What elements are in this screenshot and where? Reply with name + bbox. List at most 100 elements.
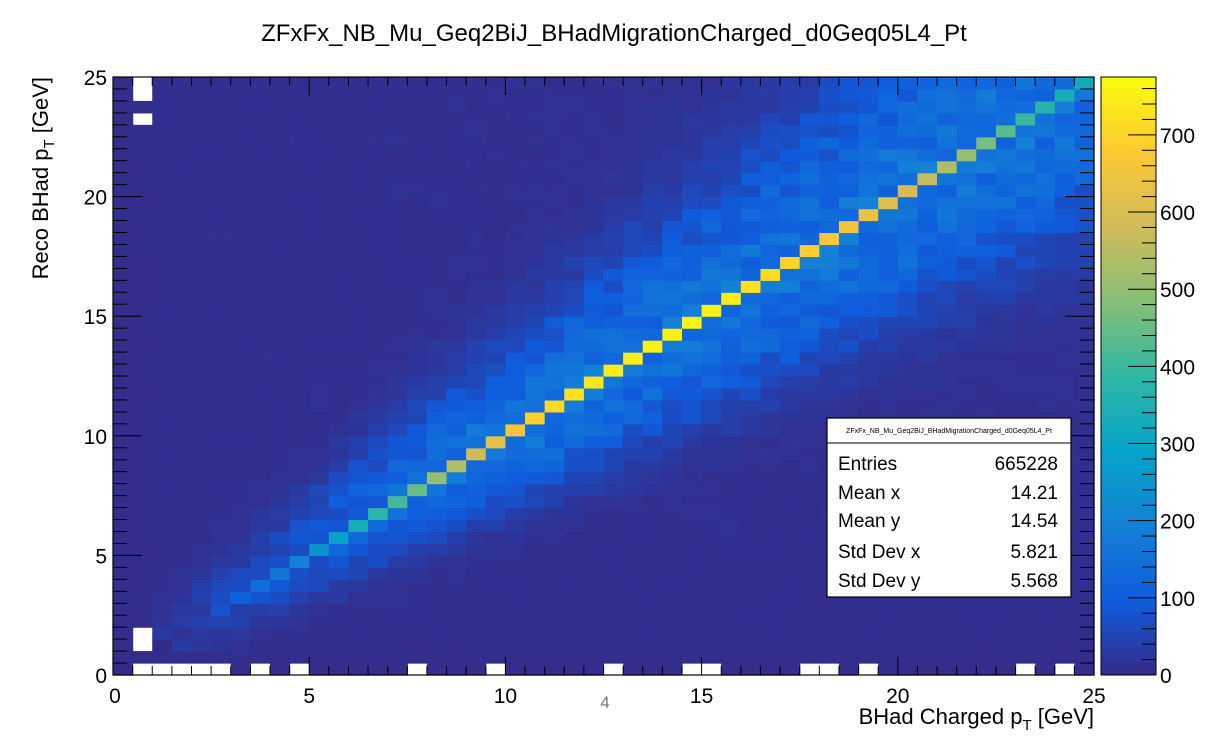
heatmap-cell [446,77,467,90]
heatmap-cell [171,292,193,305]
heatmap-cell [819,136,840,150]
heatmap-cell [721,112,742,126]
heatmap-cell [466,364,487,377]
heatmap-cell [269,627,291,640]
palette-swatch [1101,191,1156,195]
heatmap-cell [642,268,663,281]
palette-swatch [1101,295,1156,298]
heatmap-cell [760,435,781,449]
heatmap-cell [426,316,448,329]
heatmap-cell [348,328,369,341]
heatmap-cell [368,531,389,545]
heatmap-cell [564,459,585,473]
palette-swatch [1101,431,1156,434]
heatmap-cell [544,627,565,640]
heatmap-cell [662,124,683,138]
heatmap-cell [387,399,408,413]
heatmap-cell [191,555,212,568]
heatmap-cell [1074,136,1095,150]
palette-swatch [1101,367,1156,371]
palette-swatch [1101,177,1156,181]
palette-swatch [1101,130,1156,134]
heatmap-cell [760,124,781,138]
heatmap-cell [348,639,369,652]
heatmap-cell [603,387,624,401]
heatmap-cell [113,268,134,281]
palette-swatch [1101,492,1156,495]
palette-swatch [1101,644,1156,648]
palette-swatch [1101,428,1156,432]
heatmap-cell [838,639,860,652]
heatmap-cell [525,172,546,186]
heatmap-cell [525,591,546,604]
heatmap-cell [309,531,330,545]
heatmap-cell [642,256,663,269]
heatmap-cell [191,435,212,449]
heatmap-cell [760,507,781,521]
palette-swatch [1101,245,1156,249]
heatmap-cell [426,112,448,126]
heatmap-cell [289,435,310,449]
heatmap-cell [681,160,703,174]
heatmap-cell [368,495,389,509]
heatmap-cell [1035,112,1056,126]
heatmap-cell [780,555,801,568]
heatmap-cell [309,435,330,449]
heatmap-cell [1074,459,1095,473]
heatmap-cell [780,352,801,365]
heatmap-cell [858,292,879,305]
heatmap-cell [642,376,663,389]
heatmap-cell [995,280,1017,293]
heatmap-cell [583,292,605,305]
heatmap-cell [780,507,801,521]
heatmap-cell [309,316,330,329]
heatmap-cell [309,328,330,341]
heatmap-cell [269,208,291,222]
heatmap-cell [485,160,506,174]
palette-swatch [1101,259,1156,263]
heatmap-cell [917,208,938,222]
heatmap-cell [623,352,644,365]
heatmap-cell [897,663,919,676]
heatmap-cell [897,387,919,401]
heatmap-cell [466,651,487,664]
heatmap-cell [1074,328,1095,341]
heatmap-cell [1054,316,1075,329]
heatmap-cell [721,77,742,90]
heatmap-cell [780,100,801,114]
heatmap-cell [976,196,997,210]
heatmap-cell [211,88,232,102]
heatmap-cell [603,88,624,102]
heatmap-cell [309,447,330,461]
heatmap-cell [407,148,428,162]
heatmap-cell [309,376,330,389]
heatmap-cell [426,543,448,556]
heatmap-cell [328,232,350,246]
heatmap-cell [603,136,624,150]
heatmap-cell [721,615,742,628]
heatmap-cell [446,112,467,126]
heatmap-cell [564,136,585,150]
heatmap-cell [328,615,350,628]
heatmap-cell [171,112,193,126]
heatmap-cell [387,603,408,616]
heatmap-cell [152,184,173,198]
palette-swatch [1101,168,1156,172]
heatmap-cell [485,148,506,162]
heatmap-cell [760,268,781,281]
heatmap-cell [1074,256,1095,269]
heatmap-cell [485,603,506,616]
heatmap-cell [309,591,330,604]
heatmap-cell [269,387,291,401]
heatmap-cell [426,603,448,616]
heatmap-cell [603,543,624,556]
heatmap-cell [211,292,232,305]
heatmap-cell [446,579,467,592]
heatmap-cell [1074,196,1095,210]
heatmap-cell [152,531,173,545]
palette-swatch [1101,489,1156,493]
heatmap-cell [623,172,644,186]
heatmap-cell [407,376,428,389]
heatmap-cell [485,543,506,556]
heatmap-cell [446,364,467,377]
